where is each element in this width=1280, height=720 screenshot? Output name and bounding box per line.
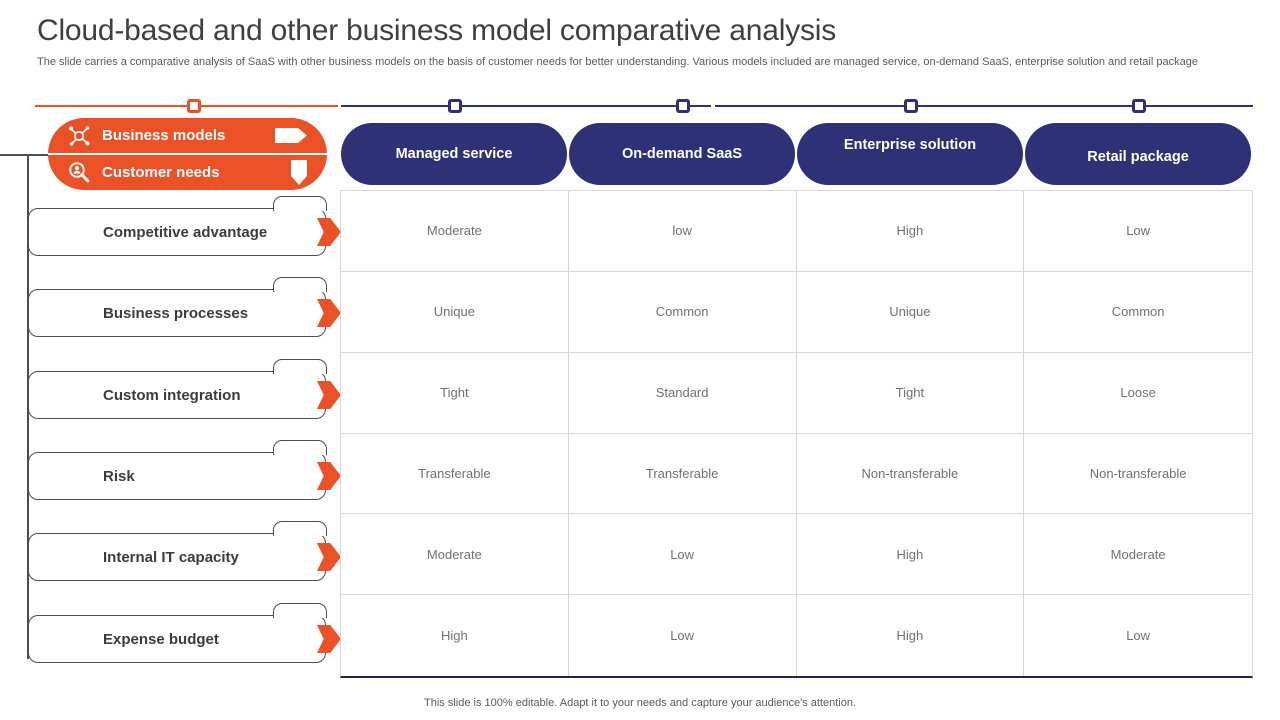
- timeline-marker-icon: [187, 99, 201, 113]
- row-label-text: Custom integration: [103, 386, 241, 404]
- row-label-risk: Risk: [28, 440, 341, 500]
- legend-pill: Business models Customer needs: [48, 118, 327, 190]
- row-label-tab: [272, 440, 327, 455]
- table-cell: High: [341, 595, 569, 676]
- timeline-marker-icon: [1132, 99, 1146, 113]
- row-label-text: Internal IT capacity: [103, 548, 239, 566]
- table-cell: Unique: [796, 271, 1025, 353]
- table-cell: Low: [1126, 628, 1151, 644]
- slide-subtitle: The slide carries a comparative analysis…: [37, 56, 1198, 68]
- legend-label-customer-needs: Customer needs: [102, 164, 220, 181]
- timeline-segment-navy: [341, 105, 711, 107]
- table-cell: Tight: [796, 352, 1025, 434]
- tag-right-icon: [275, 128, 307, 143]
- column-header-label: Managed service: [395, 146, 513, 162]
- timeline-segment-orange: [35, 105, 338, 107]
- comparison-table: Moderate low High Low Unique Common Uniq…: [340, 190, 1253, 678]
- legend-row-customer-needs: Customer needs: [48, 155, 327, 190]
- column-header-retail-package: Retail package: [1025, 123, 1251, 185]
- table-cell: Common: [568, 271, 797, 353]
- timeline-marker-icon: [904, 99, 918, 113]
- column-header-on-demand-saas: On-demand SaaS: [569, 123, 795, 185]
- row-label-tab: [272, 521, 327, 536]
- row-label-competitive-advantage: Competitive advantage: [28, 196, 341, 256]
- row-label-tab: [272, 359, 327, 374]
- table-cell: High: [797, 595, 1025, 676]
- arrow-right-icon: [317, 218, 341, 246]
- row-label-tab: [272, 603, 327, 618]
- table-cell: Low: [1024, 191, 1252, 272]
- arrow-right-icon: [317, 543, 341, 571]
- network-icon: [69, 125, 90, 146]
- row-label-internal-it-capacity: Internal IT capacity: [28, 521, 341, 581]
- footer-note: This slide is 100% editable. Adapt it to…: [424, 697, 856, 709]
- page-title: Cloud-based and other business model com…: [37, 14, 837, 47]
- connector-line-vertical: [27, 154, 29, 659]
- table-cell: Transferable: [341, 433, 569, 515]
- table-cell: Non-transferable: [796, 433, 1025, 515]
- table-cell: Moderate: [341, 514, 569, 596]
- arrow-right-icon: [317, 462, 341, 490]
- column-header-enterprise-solution: Enterprise solution: [797, 123, 1023, 185]
- row-label-text: Expense budget: [103, 630, 219, 648]
- table-cell: Standard: [568, 352, 797, 434]
- row-label-text: Competitive advantage: [103, 223, 268, 241]
- table-cell: Transferable: [568, 433, 797, 515]
- connector-line-horizontal: [0, 154, 50, 156]
- table-cell: High: [796, 514, 1025, 596]
- row-label-text: Risk: [103, 467, 135, 485]
- table-cell: Tight: [341, 352, 569, 434]
- table-cell: Common: [1024, 272, 1252, 353]
- row-label-expense-budget: Expense budget: [28, 603, 341, 663]
- table-cell: Non-transferable: [1024, 434, 1252, 515]
- table-cell: High: [796, 191, 1025, 272]
- row-label-business-processes: Business processes: [28, 277, 341, 337]
- row-label-custom-integration: Custom integration: [28, 359, 341, 419]
- table-cell: low: [568, 191, 797, 272]
- column-header-label: Retail package: [1087, 149, 1189, 165]
- arrow-right-icon: [317, 299, 341, 327]
- bookmark-down-icon: [291, 160, 307, 185]
- row-label-tab: [272, 196, 327, 211]
- timeline-marker-icon: [448, 99, 462, 113]
- row-label-tab: [272, 277, 327, 292]
- table-cell: Moderate: [1024, 514, 1252, 596]
- table-cell: Low: [568, 514, 797, 596]
- column-header-label: On-demand SaaS: [621, 146, 743, 162]
- table-cell: Low: [569, 595, 797, 676]
- table-cell: Moderate: [341, 191, 569, 272]
- search-user-icon: [69, 161, 90, 182]
- column-header-managed-service: Managed service: [341, 123, 567, 185]
- legend-label-business-models: Business models: [102, 127, 226, 144]
- arrow-right-icon: [317, 381, 341, 409]
- legend-divider: [48, 153, 327, 155]
- timeline-segment-navy: [715, 105, 1253, 107]
- row-label-text: Business processes: [103, 304, 249, 322]
- column-header-label: Enterprise solution: [843, 137, 977, 153]
- table-cell: Unique: [341, 271, 569, 353]
- table-cell: Loose: [1024, 353, 1252, 434]
- timeline-marker-icon: [676, 99, 690, 113]
- legend-row-business-models: Business models: [48, 118, 327, 153]
- arrow-right-icon: [317, 625, 341, 653]
